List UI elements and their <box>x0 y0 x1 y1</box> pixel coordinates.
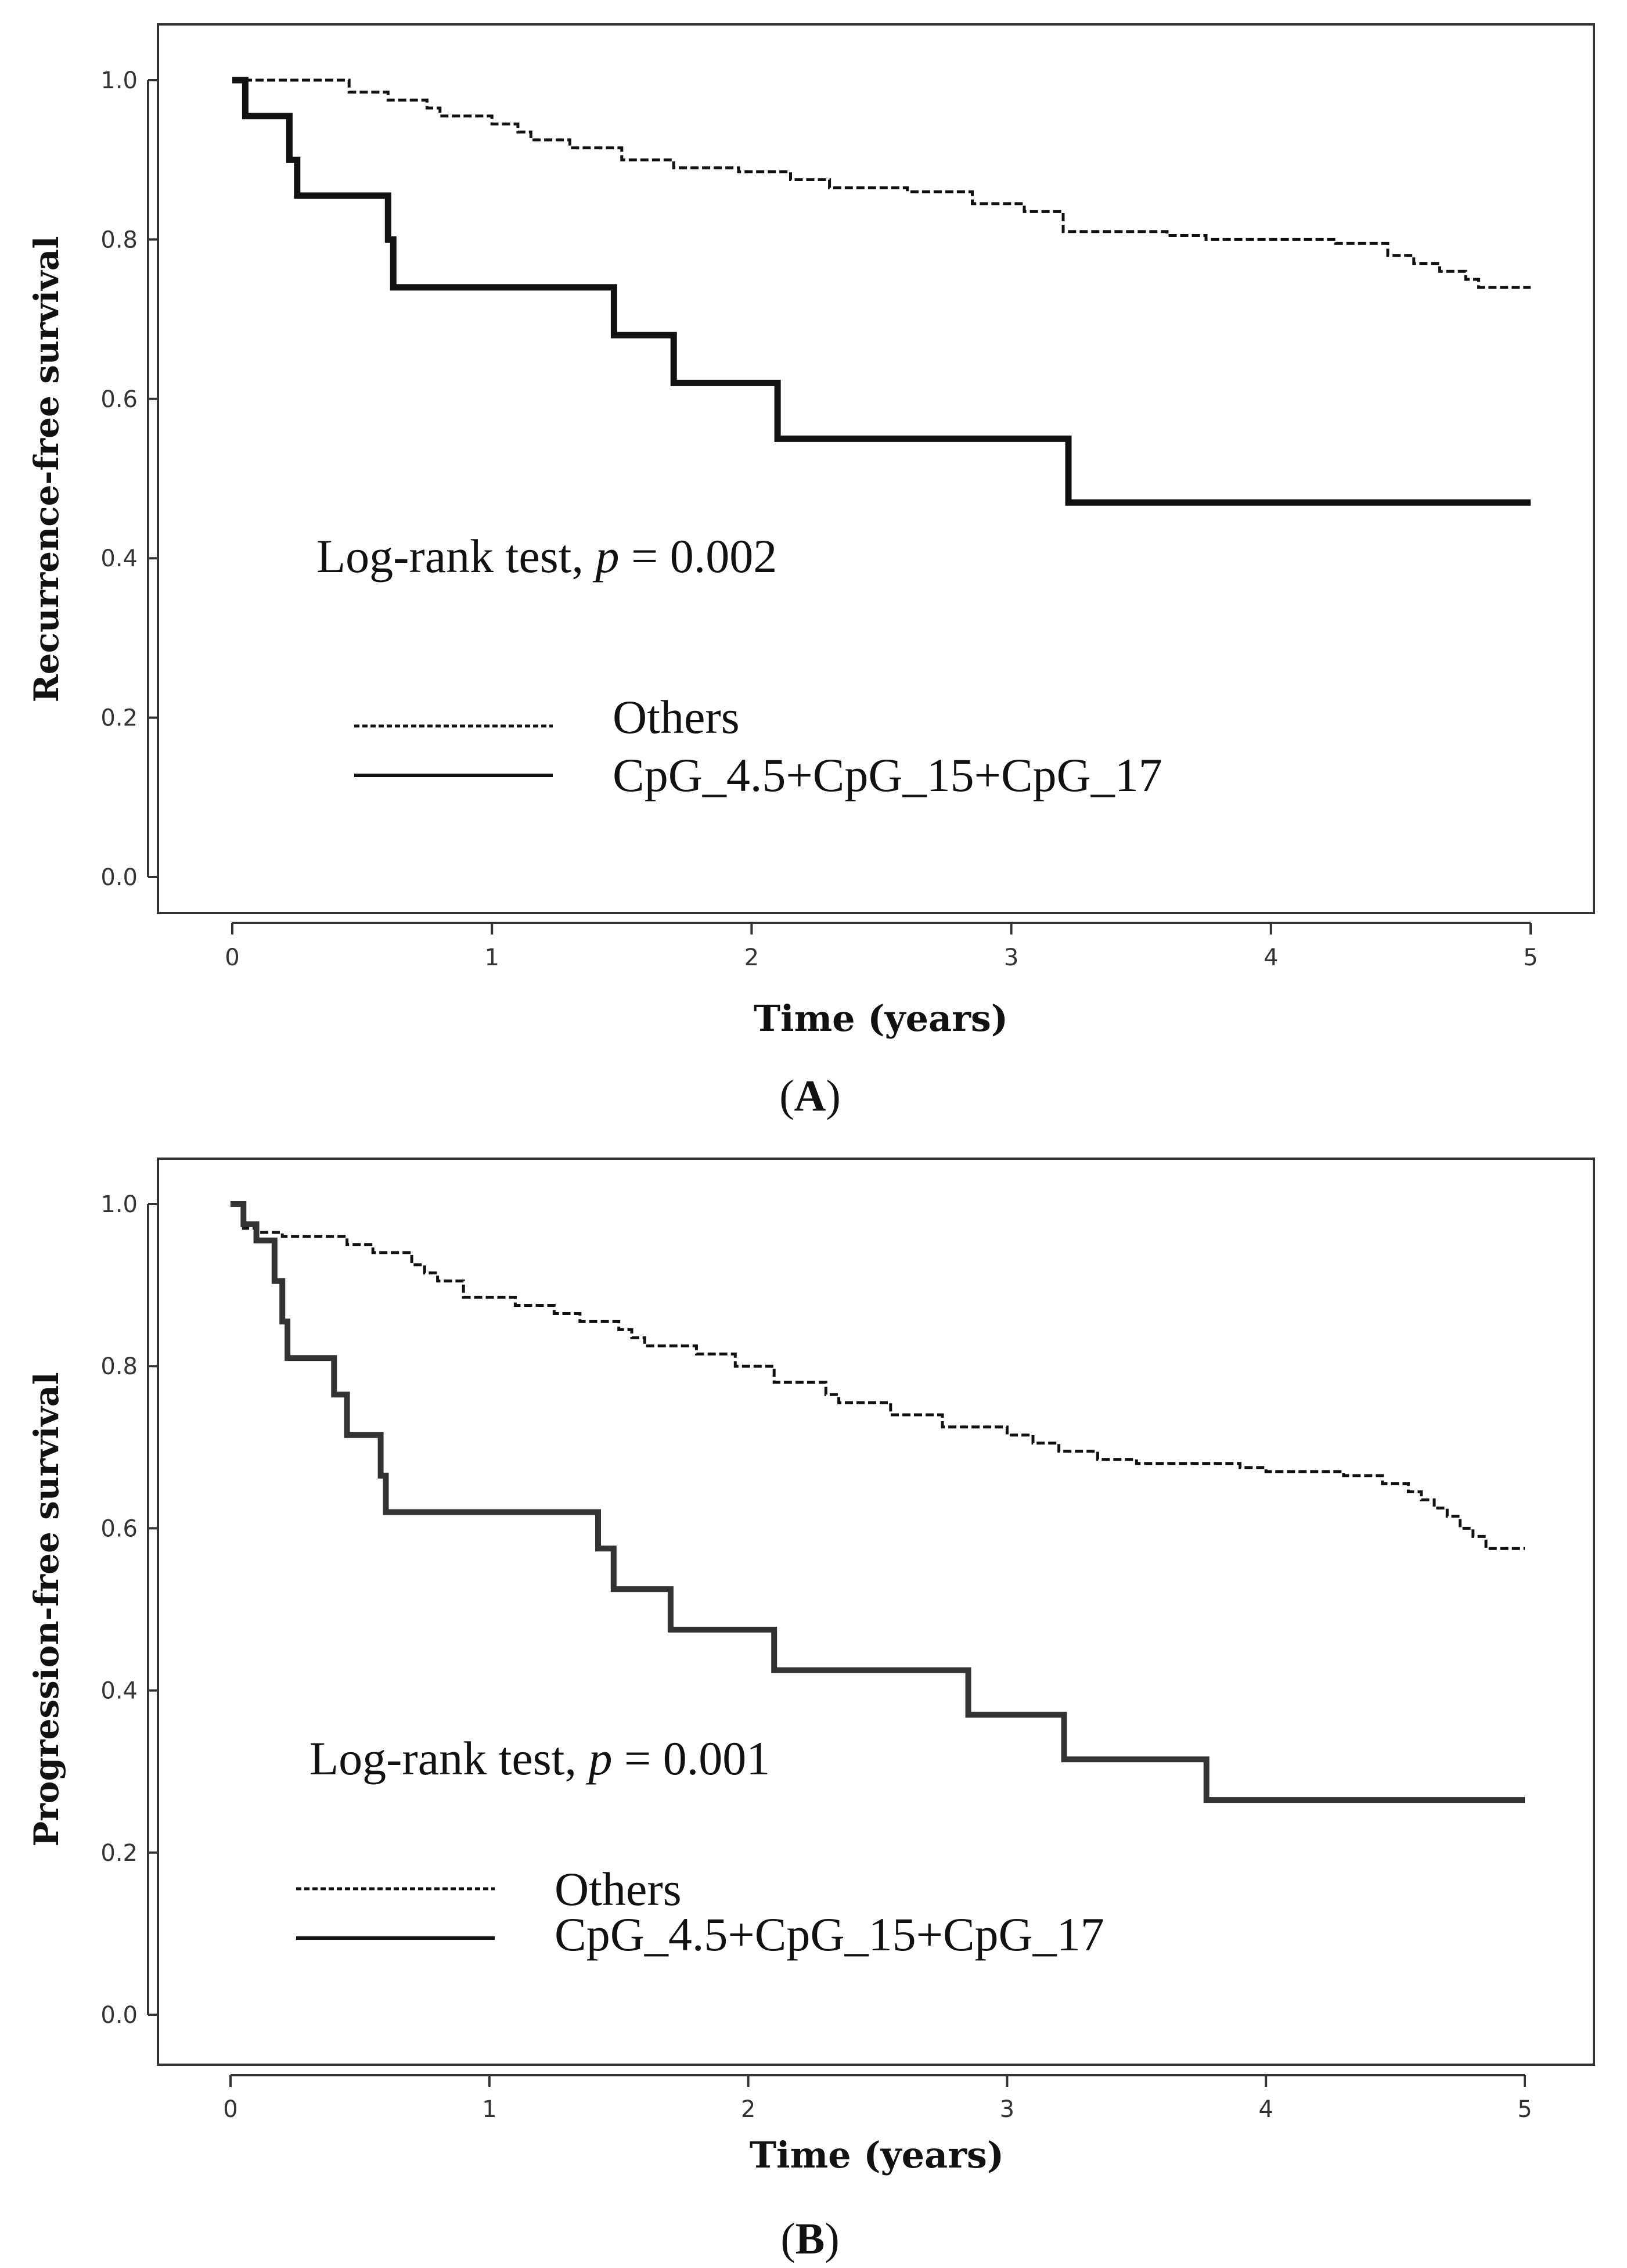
panel-b-x-tick-label-1: 1 <box>482 2096 496 2123</box>
panel-a-y-tick-label-4: 0.8 <box>100 227 138 253</box>
panel-b-logrank-p: p <box>585 1732 612 1785</box>
panel-a-x-axis-title: Time (years) <box>754 997 1008 1040</box>
panel-a-caption-close: ) <box>826 1072 840 1120</box>
panel-a-logrank-p: p <box>592 530 619 583</box>
panel-b-caption-open: ( <box>780 2215 795 2263</box>
panel-b-y-axis-title: Progression-free survival <box>27 1372 66 1846</box>
panel-b-plot-frame <box>157 1158 1595 2066</box>
panel-a-caption-letter: A <box>794 1072 826 1120</box>
panel-a-legend: Others CpG_4.5+CpG_15+CpG_17 <box>354 691 1162 801</box>
panel-b-caption: (B) <box>780 2215 839 2263</box>
panel-a-caption: (A) <box>779 1072 841 1120</box>
panel-a-y-axis: 0.0 0.2 0.4 0.6 0.8 1.0 Recurrence-free … <box>27 67 158 891</box>
panel-a-series-others-line <box>232 78 1531 289</box>
panel-b-legend: Others CpG_4.5+CpG_15+CpG_17 <box>296 1863 1104 1961</box>
panel-b-series-others-line <box>231 1202 1525 1550</box>
panel-b-x-tick-label-5: 5 <box>1517 2096 1532 2123</box>
panel-a-y-tick-label-2: 0.4 <box>100 545 138 572</box>
panel-b-x-tick-label-2: 2 <box>741 2096 755 2123</box>
panel-b-caption-close: ) <box>825 2215 839 2263</box>
panel-a-x-tick-label-0: 0 <box>225 944 239 971</box>
panel-a-series-cpg-line <box>232 77 1531 506</box>
panel-a-x-axis: 0 1 2 3 4 5 Time (years) <box>225 922 1538 1040</box>
panel-b-logrank-annotation: Log-rank test, p = 0.001 <box>309 1732 770 1785</box>
panel-b-y-tick-label-5: 1.0 <box>100 1191 138 1218</box>
panel-a: 0 1 2 3 4 5 Time (years) 0.0 0.2 0.4 0.6… <box>27 23 1595 1120</box>
panel-a-y-tick-label-3: 0.6 <box>100 386 138 413</box>
panel-a-x-tick-label-4: 4 <box>1264 944 1278 971</box>
panel-b-legend-label-cpg: CpG_4.5+CpG_15+CpG_17 <box>555 1908 1104 1961</box>
panel-b-y-tick-label-1: 0.2 <box>100 1840 138 1867</box>
panel-b-x-tick-label-4: 4 <box>1258 2096 1273 2123</box>
panel-a-y-tick-label-1: 0.2 <box>100 705 138 732</box>
panel-b-x-tick-label-0: 0 <box>223 2096 237 2123</box>
panel-a-caption-open: ( <box>779 1072 794 1120</box>
panel-b-y-tick-label-3: 0.6 <box>100 1515 138 1542</box>
panel-b-x-axis: 0 1 2 3 4 5 Time (years) <box>223 2074 1532 2176</box>
panel-a-plot-frame <box>157 23 1595 914</box>
panel-b-legend-label-others: Others <box>555 1863 682 1915</box>
panel-b-logrank-prefix: Log-rank test, <box>309 1732 588 1785</box>
panel-a-x-tick-label-1: 1 <box>484 944 499 971</box>
panel-a-logrank-annotation: Log-rank test, p = 0.002 <box>316 530 777 583</box>
panel-a-y-tick-label-5: 1.0 <box>100 67 138 94</box>
panel-b-y-tick-label-0: 0.0 <box>100 2002 138 2029</box>
panel-b: 0 1 2 3 4 5 Time (years) 0.0 0.2 0.4 0.6… <box>27 1158 1595 2263</box>
panel-a-legend-label-others: Others <box>613 691 740 743</box>
panel-b-y-tick-label-4: 0.8 <box>100 1353 138 1380</box>
panel-a-x-tick-label-5: 5 <box>1523 944 1538 971</box>
panel-b-logrank-suffix: = 0.001 <box>612 1732 770 1785</box>
panel-b-caption-letter: B <box>795 2215 825 2263</box>
panel-a-logrank-suffix: = 0.002 <box>619 530 777 583</box>
panel-b-x-tick-label-3: 3 <box>1000 2096 1014 2123</box>
panel-b-series-cpg-line <box>231 1201 1525 1803</box>
panel-b-y-tick-label-2: 0.4 <box>100 1678 138 1705</box>
panel-a-logrank-prefix: Log-rank test, <box>316 530 595 583</box>
panel-a-x-tick-label-2: 2 <box>744 944 759 971</box>
panel-a-y-tick-label-0: 0.0 <box>100 864 138 891</box>
panel-a-y-axis-title: Recurrence-free survival <box>27 236 66 703</box>
panel-b-x-axis-title: Time (years) <box>750 2134 1004 2176</box>
panel-b-y-axis: 0.0 0.2 0.4 0.6 0.8 1.0 Progression-free… <box>27 1191 158 2029</box>
panel-a-x-tick-label-3: 3 <box>1004 944 1018 971</box>
panel-a-legend-label-cpg: CpG_4.5+CpG_15+CpG_17 <box>613 749 1162 801</box>
